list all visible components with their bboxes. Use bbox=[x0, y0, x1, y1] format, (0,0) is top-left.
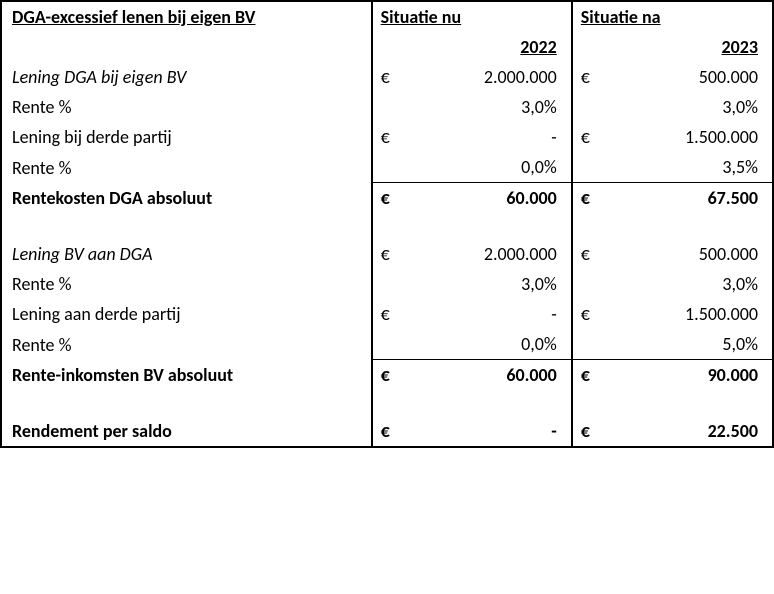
value-na: 5,0% bbox=[610, 329, 772, 360]
currency: € bbox=[372, 122, 411, 152]
empty-cell bbox=[372, 152, 411, 183]
year-nu: 2022 bbox=[410, 32, 572, 62]
currency: € bbox=[372, 360, 411, 391]
currency: € bbox=[572, 239, 611, 269]
value-na: 3,5% bbox=[610, 152, 772, 183]
value-nu: 0,0% bbox=[410, 152, 572, 183]
value-nu: - bbox=[410, 416, 572, 446]
col-header-nu: Situatie nu bbox=[372, 2, 572, 32]
currency: € bbox=[372, 416, 411, 446]
table-title: DGA-excessief lenen bij eigen BV bbox=[2, 2, 372, 32]
value-na: 3,0% bbox=[610, 92, 772, 122]
year-row: 2022 2023 bbox=[2, 32, 772, 62]
row-rentekosten: Rentekosten DGA absoluut € 60.000 € 67.5… bbox=[2, 183, 772, 214]
row-lening-bv-derde: Lening aan derde partij € - € 1.500.000 bbox=[2, 299, 772, 329]
value-nu: 60.000 bbox=[410, 360, 572, 391]
label: Lening bij derde partij bbox=[2, 122, 372, 152]
currency: € bbox=[372, 239, 411, 269]
value-na: 90.000 bbox=[610, 360, 772, 391]
header-row: DGA-excessief lenen bij eigen BV Situati… bbox=[2, 2, 772, 32]
empty-cell bbox=[572, 269, 611, 299]
currency: € bbox=[572, 360, 611, 391]
value-na: 67.500 bbox=[610, 183, 772, 214]
row-lening-bv: Lening BV aan DGA € 2.000.000 € 500.000 bbox=[2, 239, 772, 269]
currency: € bbox=[372, 183, 411, 214]
row-rente-dga: Rente % 3,0% 3,0% bbox=[2, 92, 772, 122]
table-container: DGA-excessief lenen bij eigen BV Situati… bbox=[0, 0, 774, 448]
label: Rentekosten DGA absoluut bbox=[2, 183, 372, 214]
label: Rente % bbox=[2, 92, 372, 122]
empty-cell bbox=[572, 152, 611, 183]
year-na: 2023 bbox=[610, 32, 772, 62]
label: Rente % bbox=[2, 269, 372, 299]
value-na: 500.000 bbox=[610, 239, 772, 269]
value-nu: 2.000.000 bbox=[410, 239, 572, 269]
row-lening-derde: Lening bij derde partij € - € 1.500.000 bbox=[2, 122, 772, 152]
value-na: 3,0% bbox=[610, 269, 772, 299]
label: Rente % bbox=[2, 329, 372, 360]
row-rente-inkomsten: Rente-inkomsten BV absoluut € 60.000 € 9… bbox=[2, 360, 772, 391]
currency: € bbox=[572, 299, 611, 329]
value-na: 1.500.000 bbox=[610, 299, 772, 329]
value-na: 22.500 bbox=[610, 416, 772, 446]
label: Lening BV aan DGA bbox=[2, 239, 372, 269]
value-nu: 2.000.000 bbox=[410, 62, 572, 92]
label: Rente-inkomsten BV absoluut bbox=[2, 360, 372, 391]
row-rente-derde: Rente % 0,0% 3,5% bbox=[2, 152, 772, 183]
row-rente-bv: Rente % 3,0% 3,0% bbox=[2, 269, 772, 299]
empty-cell bbox=[572, 329, 611, 360]
spacer-row bbox=[2, 390, 772, 416]
currency: € bbox=[372, 62, 411, 92]
empty-cell bbox=[372, 92, 411, 122]
currency: € bbox=[372, 299, 411, 329]
row-lening-dga: Lening DGA bij eigen BV € 2.000.000 € 50… bbox=[2, 62, 772, 92]
dga-table: DGA-excessief lenen bij eigen BV Situati… bbox=[2, 2, 772, 446]
value-nu: 3,0% bbox=[410, 92, 572, 122]
value-nu: 0,0% bbox=[410, 329, 572, 360]
currency: € bbox=[572, 122, 611, 152]
col-header-na: Situatie na bbox=[572, 2, 772, 32]
row-rente-bv-derde: Rente % 0,0% 5,0% bbox=[2, 329, 772, 360]
value-na: 1.500.000 bbox=[610, 122, 772, 152]
value-nu: 60.000 bbox=[410, 183, 572, 214]
label: Lening DGA bij eigen BV bbox=[2, 62, 372, 92]
empty-cell bbox=[2, 32, 372, 62]
empty-cell bbox=[372, 269, 411, 299]
spacer-row bbox=[2, 213, 772, 239]
value-nu: - bbox=[410, 122, 572, 152]
value-na: 500.000 bbox=[610, 62, 772, 92]
empty-cell bbox=[572, 92, 611, 122]
row-rendement: Rendement per saldo € - € 22.500 bbox=[2, 416, 772, 446]
currency: € bbox=[572, 416, 611, 446]
empty-cell bbox=[372, 329, 411, 360]
empty-cell bbox=[572, 32, 611, 62]
label: Rente % bbox=[2, 152, 372, 183]
label: Rendement per saldo bbox=[2, 416, 372, 446]
empty-cell bbox=[372, 32, 411, 62]
currency: € bbox=[572, 183, 611, 214]
label: Lening aan derde partij bbox=[2, 299, 372, 329]
value-nu: 3,0% bbox=[410, 269, 572, 299]
value-nu: - bbox=[410, 299, 572, 329]
currency: € bbox=[572, 62, 611, 92]
